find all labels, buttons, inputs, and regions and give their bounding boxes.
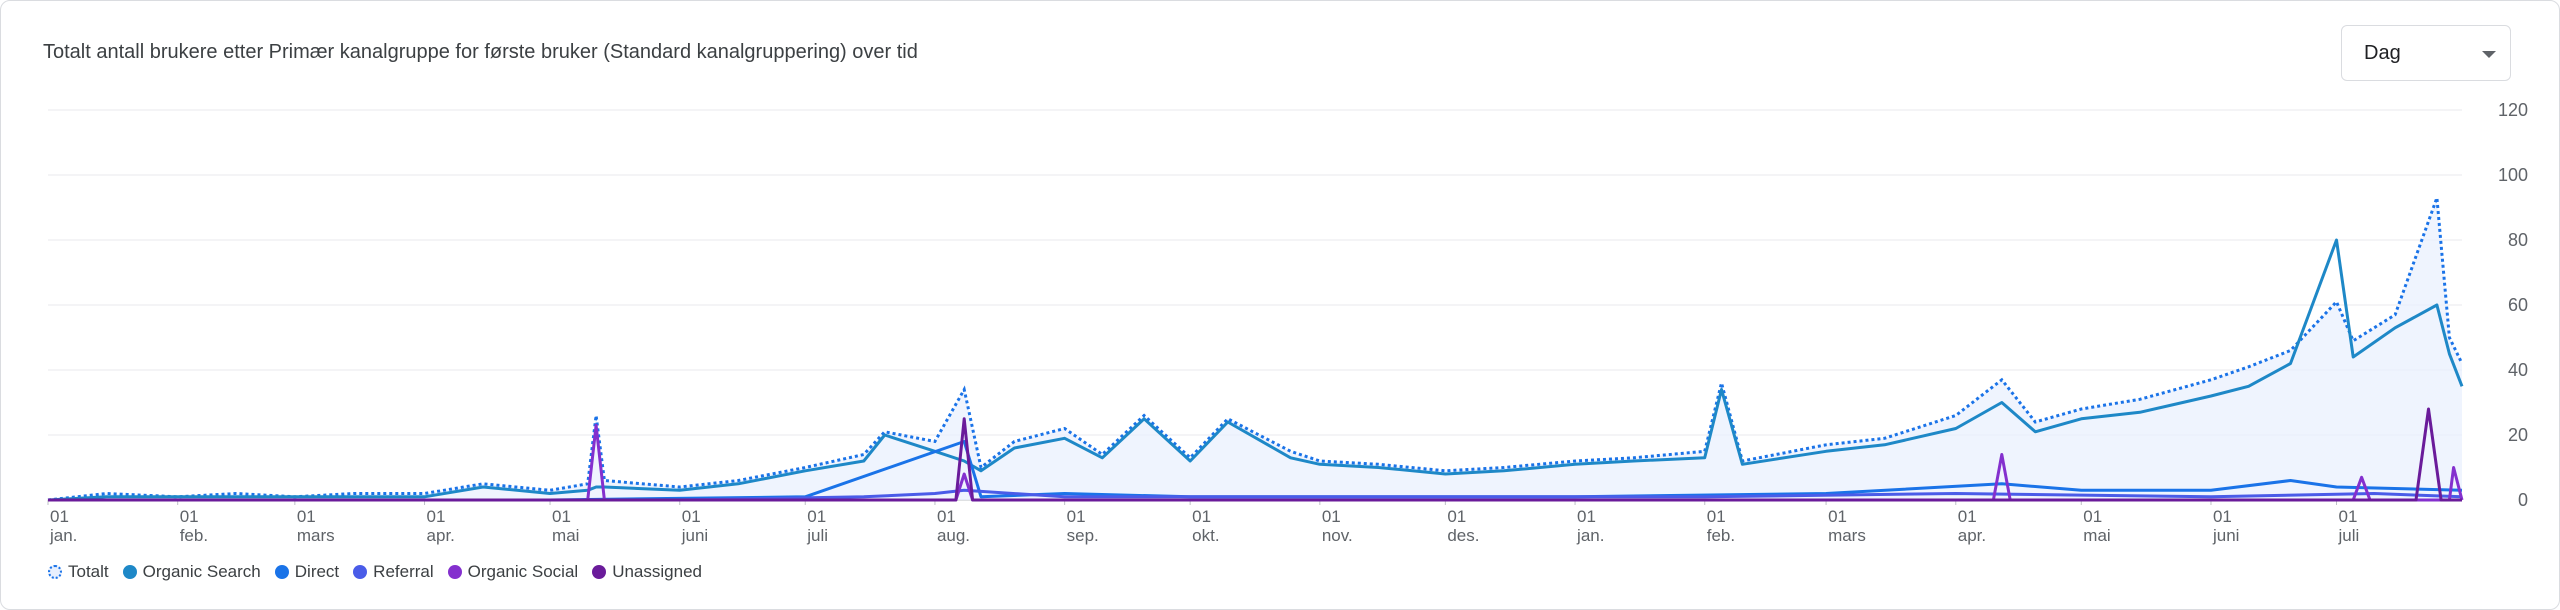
x-tick-month-label: mars [297,526,335,545]
x-tick-month-label: des. [1447,526,1479,545]
x-tick-month-label: mars [1828,526,1866,545]
x-tick-day-label: 01 [2083,507,2102,526]
x-tick-month-label: sep. [1067,526,1099,545]
x-tick-day-label: 01 [297,507,316,526]
x-tick-day-label: 01 [552,507,571,526]
x-tick-day-label: 01 [1067,507,1086,526]
series-line-organic-search [47,238,2464,502]
x-tick-month-label: jan. [1576,526,1604,545]
x-tick-day-label: 01 [807,507,826,526]
series-line-totalt [47,197,2464,502]
x-tick-month-label: feb. [1707,526,1735,545]
x-tick-month-label: jan. [49,526,77,545]
x-tick-day-label: 01 [1322,507,1341,526]
x-tick-month-label: juni [681,526,708,545]
legend-item[interactable]: Organic Search [122,562,261,582]
x-tick-day-label: 01 [2213,507,2232,526]
legend-label: Direct [294,562,340,581]
legend-label: Organic Social [467,562,579,581]
line-chart: 02040608010012001jan.01feb.01mars01apr.0… [47,100,2528,545]
x-tick-day-label: 01 [180,507,199,526]
legend-item[interactable]: Organic Social [447,562,579,582]
y-tick-label: 60 [2508,295,2528,315]
legend-label: Organic Search [142,562,261,581]
legend-swatch [122,565,137,579]
legend-swatch [48,565,62,579]
y-tick-label: 100 [2498,165,2528,185]
x-tick-day-label: 01 [937,507,956,526]
legend-swatch [274,565,289,579]
x-tick-day-label: 01 [427,507,446,526]
chart-title: Totalt antall brukere etter Primær kanal… [43,41,918,63]
chevron-down-icon [2482,51,2496,58]
legend-item[interactable]: Totalt [48,562,109,582]
x-tick-month-label: mai [552,526,579,545]
x-tick-month-label: apr. [1958,526,1986,545]
x-tick-day-label: 01 [1707,507,1726,526]
x-tick-month-label: aug. [937,526,970,545]
x-tick-month-label: juli [806,526,828,545]
y-tick-label: 0 [2518,490,2528,510]
legend-item[interactable]: Unassigned [592,562,702,582]
x-tick-month-label: feb. [180,526,208,545]
x-tick-month-label: juni [2212,526,2239,545]
legend-label: Unassigned [612,562,702,581]
x-tick-month-label: nov. [1322,526,1353,545]
x-tick-month-label: juli [2337,526,2359,545]
legend-swatch [592,565,607,579]
legend-item[interactable]: Referral [353,562,434,582]
legend-label: Totalt [68,562,109,581]
x-tick-day-label: 01 [2338,507,2357,526]
legend-swatch [353,565,368,579]
y-tick-label: 120 [2498,100,2528,120]
y-tick-label: 40 [2508,360,2528,380]
x-tick-day-label: 01 [1577,507,1596,526]
x-tick-day-label: 01 [682,507,701,526]
x-tick-month-label: apr. [427,526,455,545]
x-tick-day-label: 01 [1958,507,1977,526]
x-tick-month-label: mai [2083,526,2110,545]
x-tick-day-label: 01 [1828,507,1847,526]
legend-label: Referral [373,562,434,581]
y-tick-label: 80 [2508,230,2528,250]
chart-legend: Totalt Organic Search Direct Referral Organi… [48,562,716,582]
series-area-totalt [48,197,2462,501]
period-dropdown-value: Dag [2364,42,2401,64]
legend-item[interactable]: Direct [274,562,340,582]
legend-swatch [447,565,462,579]
series-line-unassigned [48,407,2462,502]
x-tick-month-label: okt. [1192,526,1219,545]
period-dropdown[interactable]: Dag [2341,25,2511,81]
x-tick-day-label: 01 [1192,507,1211,526]
x-tick-day-label: 01 [50,507,69,526]
x-tick-day-label: 01 [1447,507,1466,526]
y-tick-label: 20 [2508,425,2528,445]
